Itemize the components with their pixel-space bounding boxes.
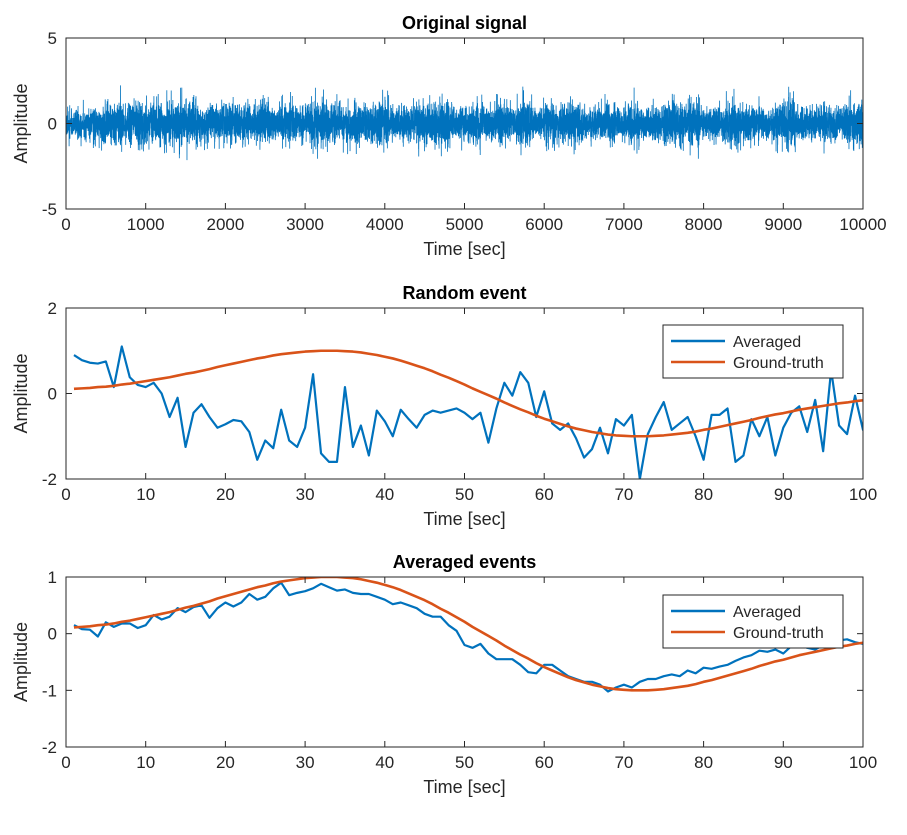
y-tick-label: 1 <box>48 568 57 587</box>
x-tick-label: 80 <box>694 485 713 504</box>
x-tick-label: 10 <box>136 485 155 504</box>
x-tick-label: 70 <box>614 485 633 504</box>
legend: Averaged Ground-truth <box>662 324 844 379</box>
x-axis-label: Time [sec] <box>423 777 505 797</box>
series-group <box>73 345 863 479</box>
legend-label: Averaged <box>733 334 801 351</box>
subplot-3: 0 10 20 30 40 50 60 70 80 90 100 -2 -1 0 1 Averaged eve… <box>11 552 877 797</box>
series-line-ground-truth <box>73 349 863 438</box>
x-tick-label: 0 <box>61 485 70 504</box>
x-tick-label: 100 <box>849 753 877 772</box>
y-tick-label: -1 <box>42 681 57 700</box>
x-tick-label: 10 <box>136 753 155 772</box>
x-tick-label: 70 <box>614 753 633 772</box>
x-tick-label: 50 <box>455 753 474 772</box>
y-tick-label: -2 <box>42 738 57 757</box>
series-line-averaged <box>73 581 863 693</box>
series-group <box>73 577 863 693</box>
x-tick-label: 3000 <box>286 215 324 234</box>
y-tick-label: 0 <box>48 625 57 644</box>
y-tick-label: 5 <box>48 29 57 48</box>
subplot-1: 0 1000 2000 3000 4000 5000 6000 7000 8000 9000 100… <box>11 13 887 259</box>
x-axis-label: Time [sec] <box>423 239 505 259</box>
y-tick-label: -2 <box>42 470 57 489</box>
x-tick-label: 8000 <box>685 215 723 234</box>
y-tick-label: 0 <box>48 115 57 134</box>
legend: Averaged Ground-truth <box>662 594 844 649</box>
x-tick-label: 9000 <box>764 215 802 234</box>
y-tick-label: 0 <box>48 385 57 404</box>
x-tick-label: 2000 <box>206 215 244 234</box>
y-axis-label: Amplitude <box>11 622 31 702</box>
y-tick-label: 2 <box>48 299 57 318</box>
x-tick-label: 40 <box>375 753 394 772</box>
x-tick-label: 80 <box>694 753 713 772</box>
series-group <box>66 85 863 161</box>
x-tick-label: 30 <box>296 753 315 772</box>
y-axis-label: Amplitude <box>11 83 31 163</box>
x-tick-label: 0 <box>61 753 70 772</box>
x-tick-label: 1000 <box>127 215 165 234</box>
legend-box <box>662 594 844 649</box>
chart-title: Random event <box>402 283 526 303</box>
legend-label: Ground-truth <box>733 355 824 372</box>
x-tick-label: 100 <box>849 485 877 504</box>
chart-title: Averaged events <box>393 552 536 572</box>
series-line-ground-truth <box>73 577 863 692</box>
y-axis-label: Amplitude <box>11 353 31 433</box>
x-tick-label: 0 <box>61 215 70 234</box>
x-tick-label: 90 <box>774 485 793 504</box>
legend-label: Averaged <box>733 604 801 621</box>
x-tick-label: 90 <box>774 753 793 772</box>
x-tick-label: 20 <box>216 753 235 772</box>
x-tick-label: 30 <box>296 485 315 504</box>
x-tick-label: 20 <box>216 485 235 504</box>
x-tick-label: 7000 <box>605 215 643 234</box>
x-tick-label: 10000 <box>839 215 886 234</box>
x-tick-label: 5000 <box>446 215 484 234</box>
series-line-averaged <box>73 345 863 479</box>
legend-label: Ground-truth <box>733 625 824 642</box>
x-tick-label: 60 <box>535 485 554 504</box>
x-tick-label: 4000 <box>366 215 404 234</box>
x-tick-label: 60 <box>535 753 554 772</box>
x-tick-label: 6000 <box>525 215 563 234</box>
series-line-signal <box>66 85 863 161</box>
legend-box <box>662 324 844 379</box>
x-axis-label: Time [sec] <box>423 509 505 529</box>
x-tick-label: 40 <box>375 485 394 504</box>
chart-title: Original signal <box>402 13 527 33</box>
y-tick-label: -5 <box>42 200 57 219</box>
x-tick-label: 50 <box>455 485 474 504</box>
